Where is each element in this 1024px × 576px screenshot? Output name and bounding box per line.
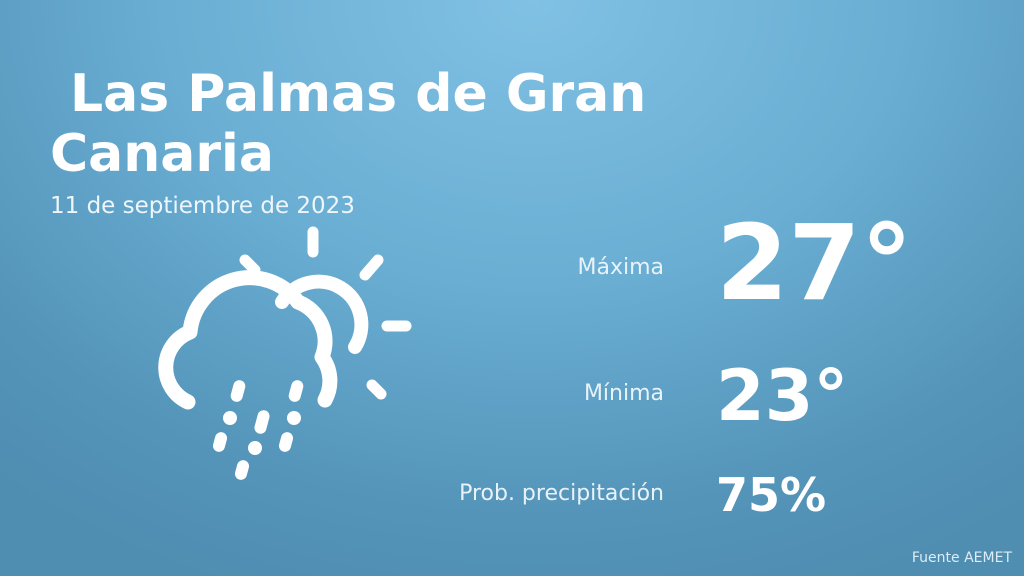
precip-label: Prob. precipitación	[459, 481, 664, 506]
min-temp-label: Mínima	[583, 381, 664, 406]
min-temp-value: 23°	[716, 355, 849, 437]
sun-cloud-rain-icon	[150, 222, 430, 492]
precip-value: 75%	[716, 468, 827, 522]
max-temp-label: Máxima	[577, 255, 664, 280]
max-temp-value: 27°	[716, 202, 913, 324]
source-credit: Fuente AEMET	[911, 550, 1012, 566]
location-line-2: Canaria	[50, 124, 274, 184]
location-line-1: Las Palmas de Gran	[70, 64, 647, 124]
location-title: Las Palmas de Gran Canaria	[50, 64, 750, 184]
forecast-date: 11 de septiembre de 2023	[50, 193, 355, 219]
